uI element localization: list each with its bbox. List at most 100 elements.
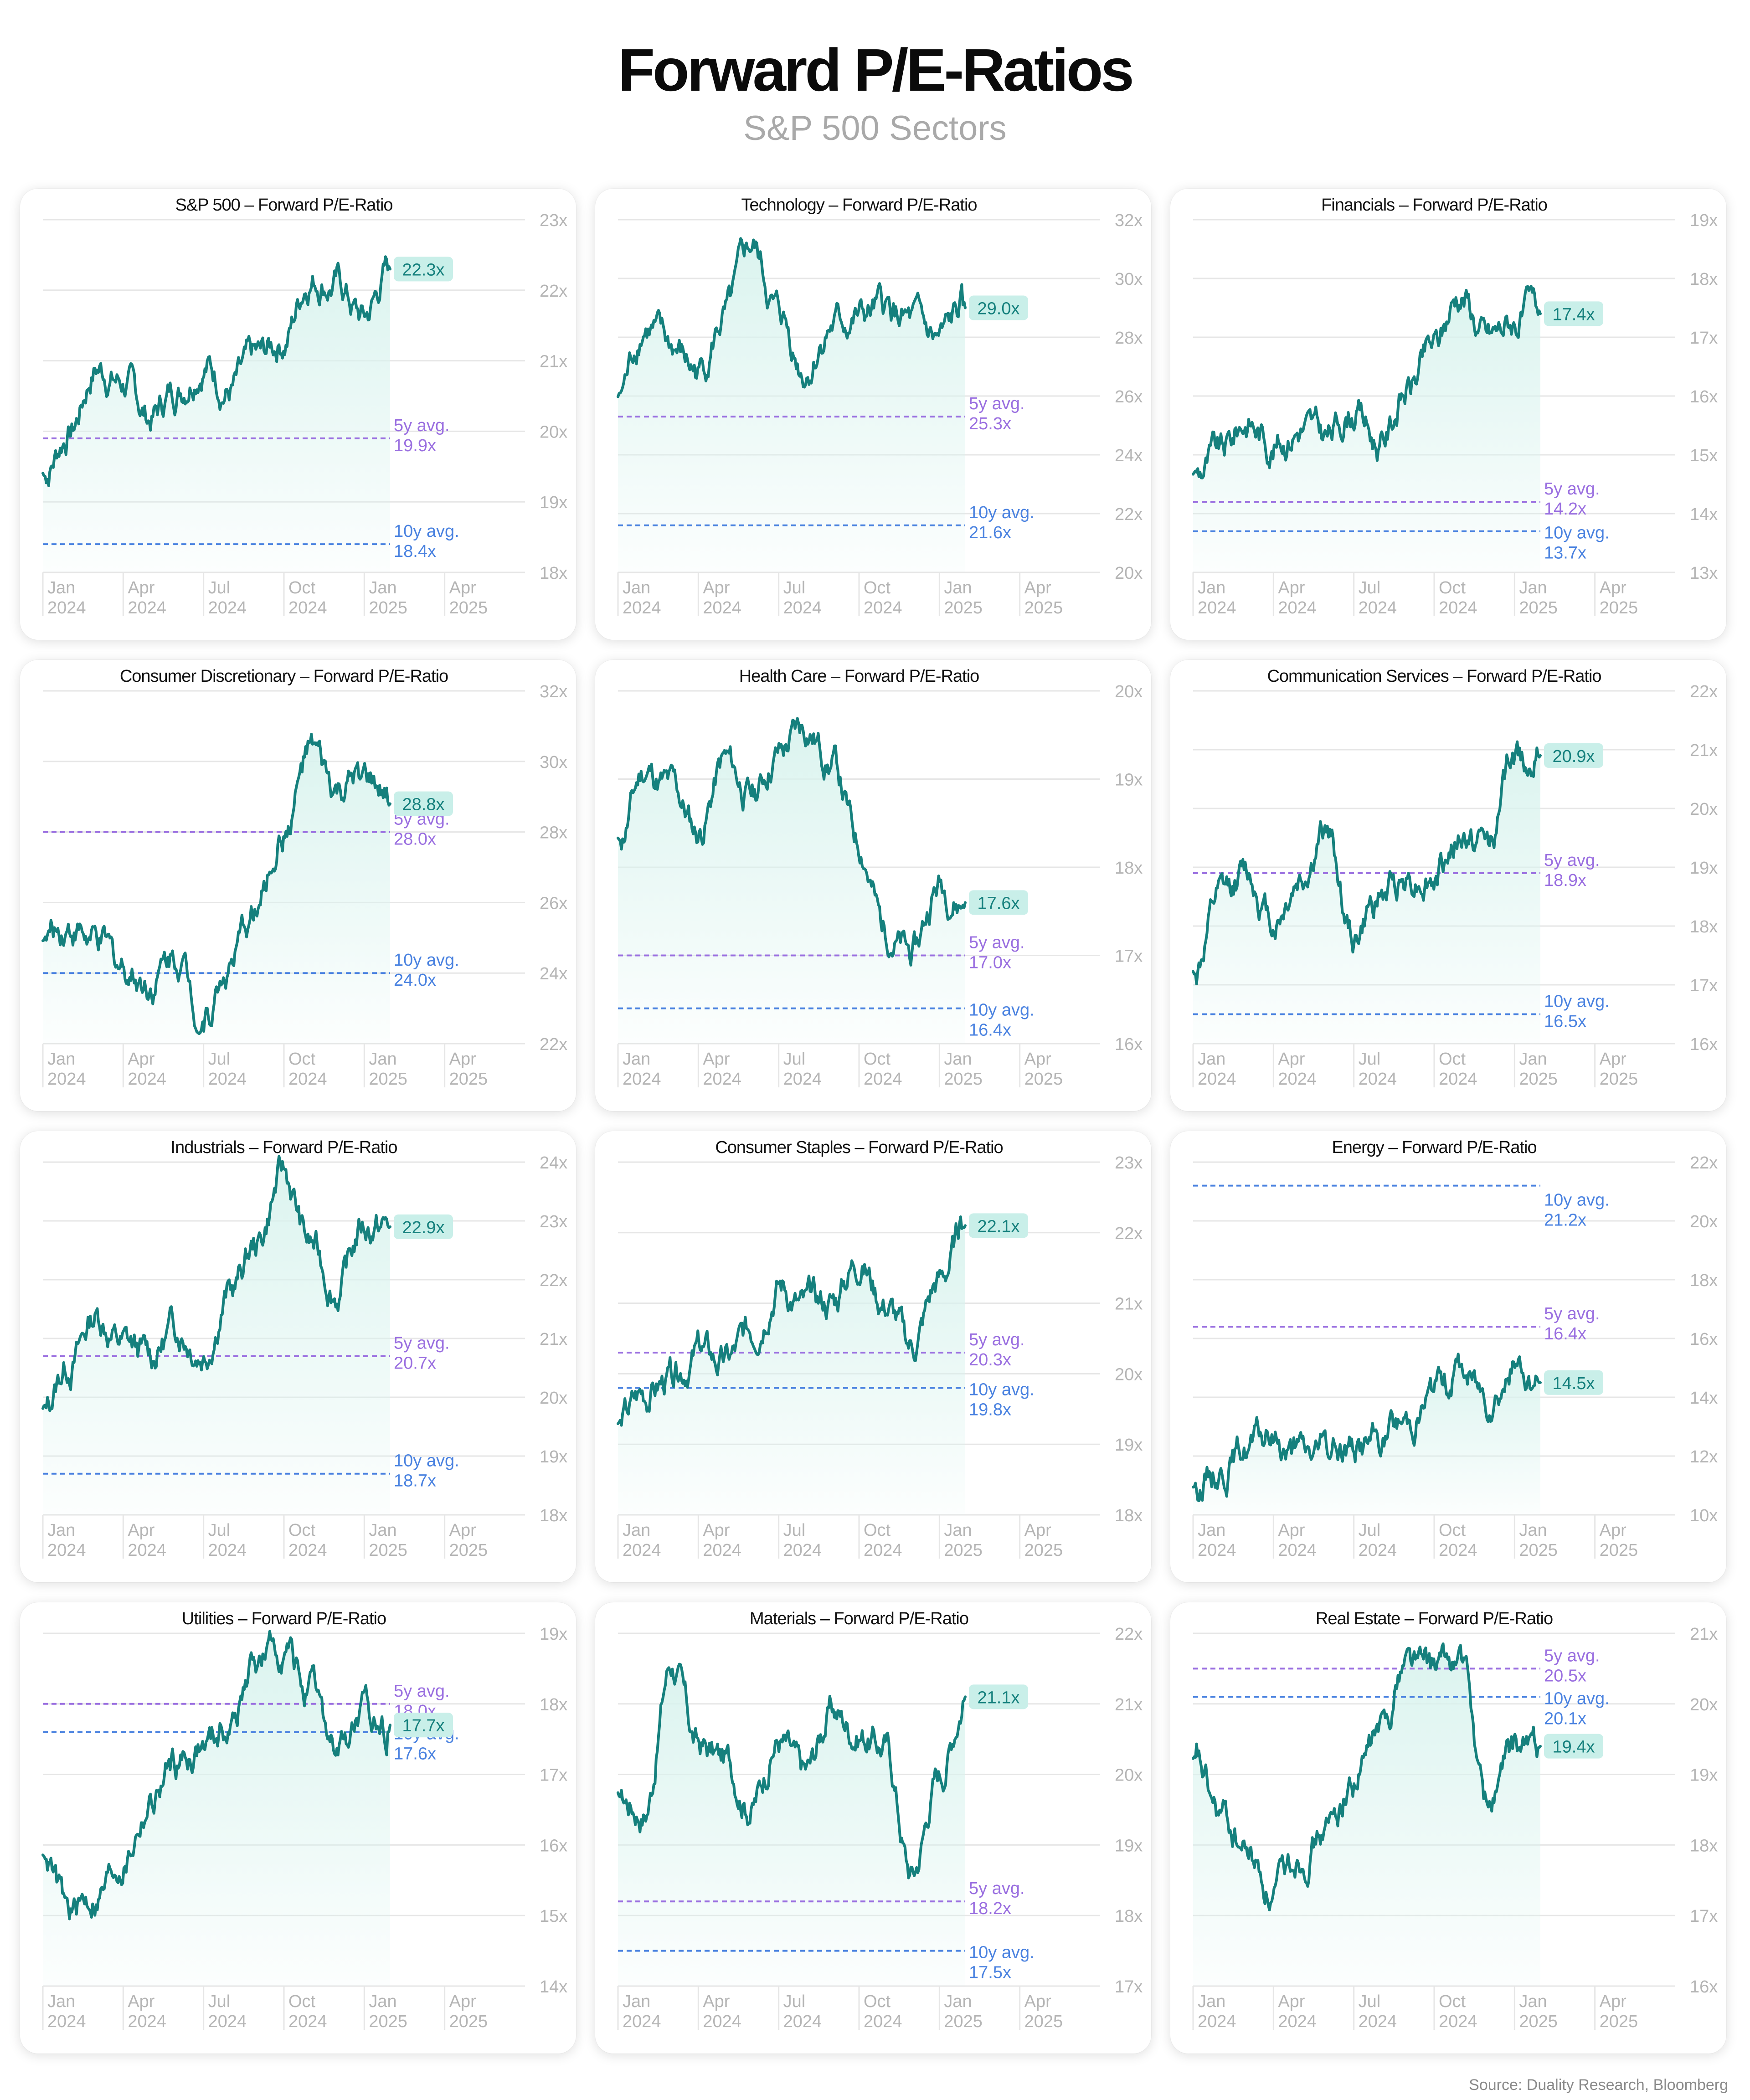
y-tick-label: 16x <box>1690 1330 1718 1349</box>
x-tick-year: 2024 <box>1359 598 1397 618</box>
x-tick-month: Jul <box>783 578 806 597</box>
chart-panel: Industrials – Forward P/E-Ratio 24x 23x 22x… <box>20 1131 576 1582</box>
avg10-label-value: 18.4x <box>394 542 436 561</box>
pe-area-fill <box>618 718 965 1044</box>
x-tick-year: 2024 <box>703 1070 741 1089</box>
avg5-label-value: 20.3x <box>969 1350 1011 1369</box>
y-tick-label: 16x <box>1690 387 1718 407</box>
x-tick-month: Jan <box>623 1521 650 1540</box>
avg10-label-value: 18.7x <box>394 1472 436 1491</box>
x-tick-year: 2024 <box>623 1541 661 1560</box>
x-tick-month: Oct <box>1439 1050 1466 1069</box>
x-tick-month: Apr <box>128 1521 154 1540</box>
pe-series-line <box>617 717 967 967</box>
x-tick-month: Apr <box>1278 1992 1305 2011</box>
x-tick-year: 2025 <box>369 1070 407 1089</box>
x-tick-month: Apr <box>1600 1521 1626 1540</box>
y-tick-label: 15x <box>1690 446 1718 465</box>
x-tick-month: Apr <box>1024 1050 1051 1069</box>
x-tick-year: 2024 <box>703 2012 741 2031</box>
x-tick-month: Apr <box>1024 1992 1051 2011</box>
forward-pe-chart: Energy – Forward P/E-Ratio 22x 20x 18x 16x 14… <box>1192 1138 1718 1560</box>
chart-panel: Real Estate – Forward P/E-Ratio 21x 20x 19x… <box>1170 1602 1726 2054</box>
x-tick-year: 2024 <box>783 1070 822 1089</box>
avg5-label-value: 14.2x <box>1544 499 1586 519</box>
current-value-badge <box>969 890 1028 915</box>
x-tick-year: 2025 <box>1024 598 1063 618</box>
x-tick-month: Apr <box>1024 578 1051 597</box>
pe-area-fill <box>618 1217 965 1515</box>
avg5-label-text: 5y avg. <box>1544 479 1600 499</box>
y-tick-label: 19x <box>1690 1766 1718 1785</box>
x-tick-year: 2024 <box>864 1541 902 1560</box>
avg10-label-text: 10y avg. <box>969 1001 1035 1020</box>
y-tick-label: 13x <box>1690 564 1718 583</box>
x-tick-year: 2024 <box>1198 1070 1236 1089</box>
x-tick-month: Apr <box>703 1521 730 1540</box>
x-tick-year: 2025 <box>944 2012 983 2031</box>
current-value-label: 22.1x <box>978 1217 1020 1236</box>
x-tick-month: Apr <box>1278 1050 1305 1069</box>
avg5-label-value: 18.2x <box>969 1899 1011 1918</box>
x-tick-month: Apr <box>449 1992 476 2011</box>
x-tick-year: 2024 <box>288 1541 327 1560</box>
x-tick-year: 2024 <box>1198 1541 1236 1560</box>
avg5-label-text: 5y avg. <box>1544 1646 1600 1665</box>
x-tick-year: 2024 <box>1439 2012 1477 2031</box>
y-tick-label: 18x <box>1690 270 1718 289</box>
y-tick-label: 14x <box>1690 1389 1718 1408</box>
y-tick-label: 16x <box>540 1836 567 1855</box>
chart-panel: Technology – Forward P/E-Ratio 32x 30x 28x 2… <box>595 189 1151 640</box>
y-tick-label: 22x <box>540 1035 567 1054</box>
current-value-badge <box>969 295 1028 320</box>
x-tick-year: 2024 <box>1278 1070 1317 1089</box>
chart-title: Consumer Discretionary – Forward P/E-Rat… <box>120 667 448 686</box>
x-tick-year: 2024 <box>208 598 247 618</box>
forward-pe-chart: S&P 500 – Forward P/E-Ratio 23x 22x 21x 20x 1… <box>41 196 567 618</box>
pe-series-line <box>41 1630 391 1920</box>
current-value-label: 28.8x <box>402 795 445 814</box>
x-tick-year: 2024 <box>1198 2012 1236 2031</box>
x-tick-month: Jan <box>1198 1521 1225 1540</box>
y-tick-label: 20x <box>540 1389 567 1408</box>
chart-panel: Energy – Forward P/E-Ratio 22x 20x 18x 16x 14… <box>1170 1131 1726 1582</box>
x-tick-month: Jan <box>944 1050 972 1069</box>
avg10-label-text: 10y avg. <box>969 1380 1035 1399</box>
x-tick-year: 2025 <box>1600 1070 1638 1089</box>
x-tick-month: Apr <box>1600 578 1626 597</box>
x-tick-month: Jan <box>944 578 972 597</box>
y-tick-label: 22x <box>540 1271 567 1290</box>
x-tick-year: 2025 <box>449 598 488 618</box>
x-tick-month: Oct <box>864 578 891 597</box>
x-tick-month: Apr <box>1024 1521 1051 1540</box>
forward-pe-chart: Financials – Forward P/E-Ratio 19x 18x 17x 1… <box>1192 196 1718 618</box>
x-tick-year: 2025 <box>369 2012 407 2031</box>
chart-title: Technology – Forward P/E-Ratio <box>741 196 977 215</box>
chart-title: Utilities – Forward P/E-Ratio <box>182 1609 386 1628</box>
avg5-label-text: 5y avg. <box>1544 851 1600 870</box>
chart-panel: Financials – Forward P/E-Ratio 19x 18x 17x 1… <box>1170 189 1726 640</box>
y-tick-label: 18x <box>540 1506 567 1525</box>
x-tick-month: Apr <box>449 1521 476 1540</box>
x-tick-month: Oct <box>864 1992 891 2011</box>
x-tick-month: Jan <box>1198 1050 1225 1069</box>
avg10-label-text: 10y avg. <box>394 1451 459 1471</box>
x-tick-year: 2024 <box>288 1070 327 1089</box>
avg10-label-value: 21.6x <box>969 523 1011 542</box>
source-note: Source: Duality Research, Bloomberg <box>1469 2076 1728 2094</box>
x-tick-year: 2024 <box>864 598 902 618</box>
x-tick-month: Jan <box>1519 1050 1547 1069</box>
y-tick-label: 23x <box>540 1212 567 1231</box>
x-tick-month: Jul <box>208 578 231 597</box>
y-tick-label: 22x <box>1115 505 1143 524</box>
x-tick-month: Oct <box>1439 1521 1466 1540</box>
x-tick-year: 2025 <box>1519 1070 1558 1089</box>
x-tick-month: Jul <box>1359 1521 1381 1540</box>
y-tick-label: 16x <box>1690 1977 1718 1997</box>
x-tick-year: 2024 <box>128 1070 166 1089</box>
y-tick-label: 19x <box>540 1447 567 1467</box>
x-tick-year: 2024 <box>128 598 166 618</box>
x-tick-year: 2025 <box>1600 1541 1638 1560</box>
forward-pe-chart: Communication Services – Forward P/E-Rat… <box>1192 667 1718 1089</box>
y-tick-label: 22x <box>1115 1224 1143 1243</box>
